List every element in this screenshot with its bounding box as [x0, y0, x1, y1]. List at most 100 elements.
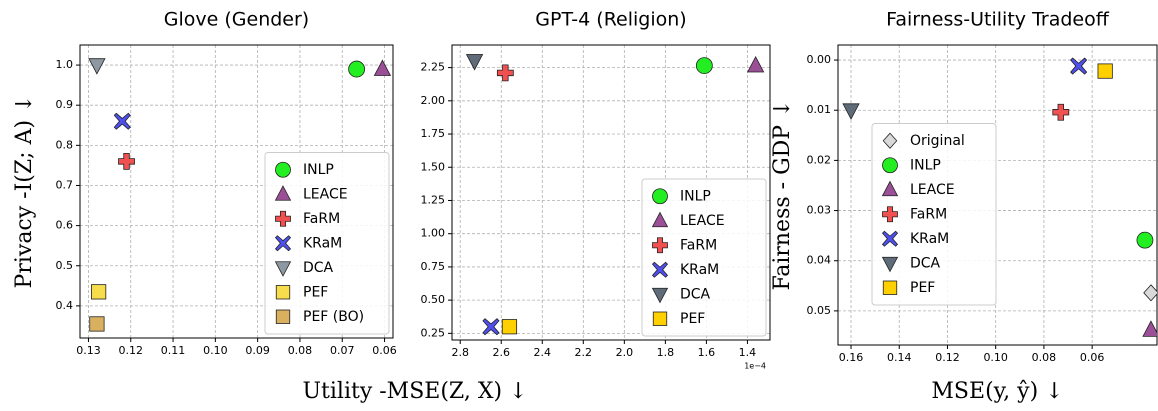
marker — [1070, 57, 1088, 75]
x-tick-label: 0.06 — [372, 344, 397, 357]
marker — [465, 54, 484, 71]
y-tick-label: 1.25 — [421, 193, 446, 206]
legend-label: KRaM — [910, 231, 949, 247]
marker — [1052, 103, 1070, 121]
y-tick-label: 0.4 — [56, 299, 74, 312]
marker — [881, 230, 899, 247]
legend-label: Original — [910, 133, 965, 149]
marker — [1136, 231, 1154, 249]
markers — [465, 54, 765, 336]
legend-label: FaRM — [910, 206, 947, 222]
marker — [882, 206, 898, 223]
y-tick-label: 0.02 — [807, 153, 832, 166]
legend-box — [641, 178, 767, 337]
x-tick-label: 0.12 — [935, 351, 960, 364]
legend-label: FaRM — [680, 237, 717, 253]
chart-title: GPT-4 (Religion) — [535, 9, 686, 31]
marker — [275, 210, 291, 227]
marker — [373, 59, 392, 76]
chart-title: Glove (Gender) — [164, 9, 309, 31]
marker — [1142, 320, 1157, 337]
y-axis-label: Fairness - GDP ↓ — [770, 99, 795, 290]
y-tick-label: 0.03 — [807, 204, 832, 217]
y-tick-label: 0.01 — [807, 103, 832, 116]
marker — [274, 185, 292, 201]
marker — [88, 58, 106, 75]
legend-label: KRaM — [303, 235, 342, 251]
y-tick-label: 0.5 — [56, 259, 74, 272]
marker — [651, 287, 669, 304]
axes-frame — [837, 44, 1158, 346]
y-tick-label: 2.00 — [421, 94, 446, 107]
x-tick-label: 2.4 — [534, 346, 552, 359]
y-tick-label: 0.75 — [421, 260, 446, 273]
marker — [882, 132, 898, 149]
x-tick-label: 1.4 — [739, 346, 757, 359]
legend-label: DCA — [303, 260, 334, 276]
x-tick-label: 0.11 — [161, 344, 186, 357]
marker — [274, 235, 292, 252]
legend-label: INLP — [910, 157, 941, 173]
legend-label: PEF (BO) — [303, 309, 364, 325]
legend-label: LEACE — [680, 213, 725, 229]
y-tick-label: 0.6 — [56, 219, 74, 232]
x-tick-label: 0.13 — [76, 344, 101, 357]
marker — [746, 55, 765, 73]
y-tick-label: 2.25 — [421, 61, 446, 74]
marker — [348, 60, 366, 78]
x-offset-label: 1e−4 — [744, 362, 766, 371]
y-tick-label: 1.00 — [421, 227, 446, 240]
y-tick-label: 0.00 — [807, 53, 832, 66]
marker — [482, 318, 500, 336]
legend-box — [264, 152, 390, 335]
legend-label: PEF — [680, 311, 705, 327]
legend-label: DCA — [910, 255, 941, 271]
axes-frame — [451, 44, 771, 341]
marker — [275, 161, 291, 178]
chart-title: Fairness-Utility Tradeoff — [886, 9, 1110, 31]
y-tick-label: 1.0 — [56, 58, 74, 71]
marker — [652, 237, 668, 254]
legend-label: DCA — [680, 286, 711, 302]
marker — [274, 261, 292, 277]
x-tick-label: 1.8 — [657, 346, 675, 359]
marker — [881, 180, 899, 197]
x-tick-label: 1.6 — [698, 346, 716, 359]
y-tick-label: 0.9 — [56, 98, 74, 111]
marker — [1097, 63, 1113, 79]
x-tick-label: 0.16 — [839, 351, 864, 364]
x-tick-label: 2.8 — [451, 346, 469, 359]
x-tick-label: 0.14 — [887, 351, 912, 364]
legend-label: KRaM — [680, 262, 719, 278]
marker — [695, 57, 713, 74]
shared-x-label: Utility -MSE(Z, X) ↓ — [303, 379, 528, 404]
y-tick-label: 0.50 — [421, 293, 446, 306]
marker — [91, 284, 107, 300]
x-tick-label: 0.12 — [119, 344, 144, 357]
x-tick-label: 2.0 — [616, 346, 634, 359]
marker — [882, 280, 898, 295]
legend-label: INLP — [680, 188, 711, 204]
x-tick-label: 0.06 — [1080, 351, 1105, 364]
marker — [501, 319, 518, 335]
marker — [882, 157, 898, 174]
y-tick-label: 1.50 — [421, 160, 446, 173]
marker — [275, 309, 291, 324]
x-tick-label: 0.08 — [288, 344, 313, 357]
markers — [842, 57, 1157, 337]
x-tick-label: 0.10 — [983, 351, 1008, 364]
marker — [651, 261, 669, 278]
x-tick-label: 0.10 — [203, 344, 228, 357]
y-tick-label: 1.75 — [421, 127, 446, 140]
marker — [1143, 284, 1157, 302]
x-tick-label: 0.09 — [245, 344, 270, 357]
x-tick-label: 0.08 — [1032, 351, 1057, 364]
y-tick-label: 0.25 — [421, 326, 446, 339]
marker — [496, 64, 514, 82]
legend-label: LEACE — [910, 182, 955, 198]
markers — [88, 58, 392, 332]
y-tick-label: 0.7 — [56, 178, 74, 191]
marker — [651, 211, 669, 228]
axes-frame — [79, 44, 394, 339]
